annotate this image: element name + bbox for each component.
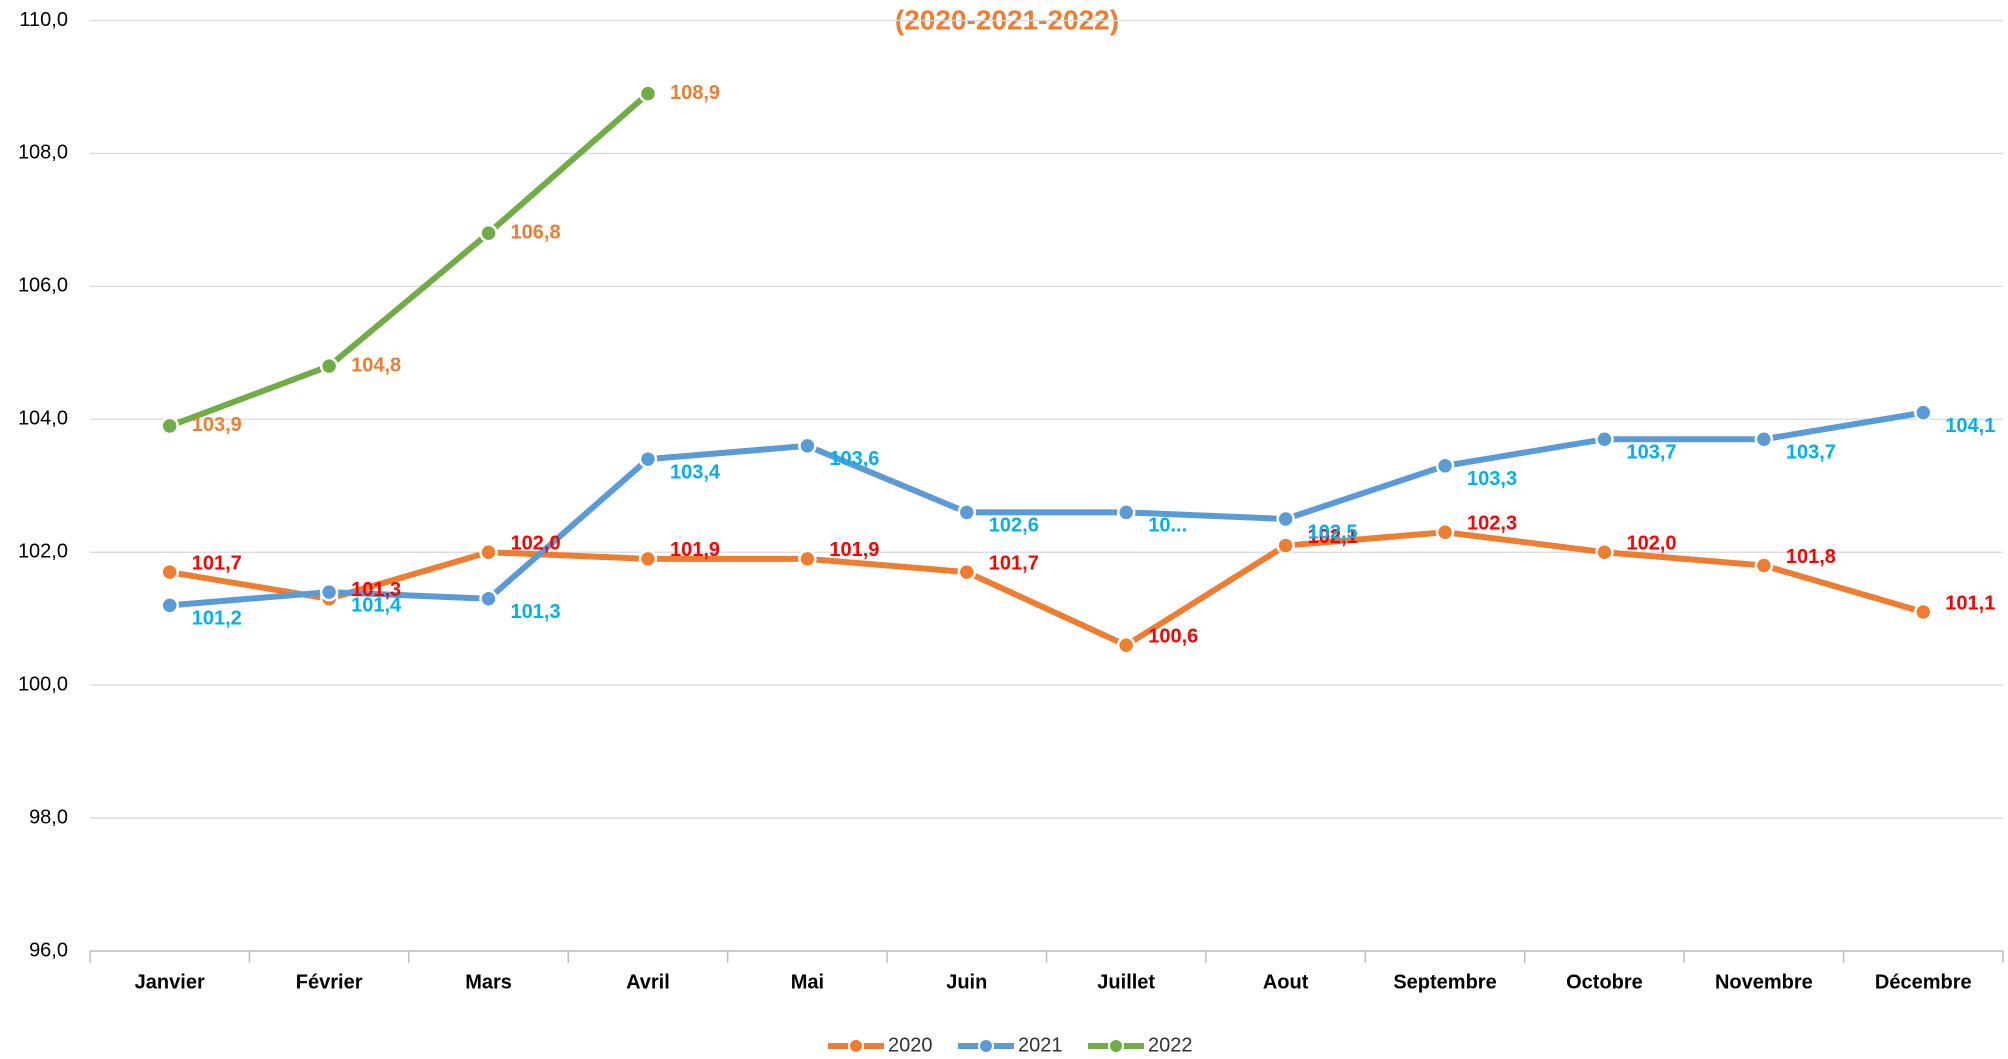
data-point [160,416,179,436]
data-label: 102,1 [1308,526,1358,548]
data-label: 103,6 [829,448,879,470]
y-tick-label: 98,0 [29,806,68,828]
data-point [638,84,658,103]
data-point [1595,542,1614,562]
data-point [798,436,817,456]
data-label: 100,6 [1148,626,1198,648]
data-point [1116,636,1136,655]
data-point [1914,602,1933,622]
data-label: 101,8 [1786,546,1836,568]
data-label: 102,3 [1467,513,1517,535]
x-tick-label: Avril [626,971,670,993]
x-tick-label: Mai [791,971,824,993]
y-tick-label: 102,0 [18,540,68,562]
data-label: 10... [1148,515,1187,537]
data-label: 104,1 [1945,415,1995,437]
legend-label: 2022 [1148,1034,1193,1056]
data-label: 101,4 [351,594,402,616]
data-point [1116,503,1136,522]
data-label: 102,6 [989,515,1039,537]
series-line [169,529,1925,649]
data-point [798,549,817,569]
data-point [479,589,498,608]
y-tick-label: 106,0 [18,275,68,297]
x-tick-label: Septembre [1393,971,1496,993]
data-point [638,449,658,469]
data-point [319,582,339,602]
data-point [1435,456,1455,476]
data-label: 102,0 [511,532,561,554]
legend-label: 2021 [1018,1034,1063,1056]
data-label: 106,8 [511,221,561,243]
x-tick-label: Aout [1263,971,1309,993]
data-label: 102,0 [1626,532,1676,554]
y-tick-label: 110,0 [19,9,68,31]
data-point [638,549,658,569]
data-point [957,562,977,582]
data-point [160,596,179,615]
data-label: 101,7 [989,552,1039,574]
data-label: 101,2 [192,608,242,630]
data-point [1435,523,1455,542]
data-point [1914,403,1933,422]
data-point [479,542,498,562]
series-line [169,409,1924,609]
x-tick-label: Juillet [1097,971,1155,993]
data-label: 101,9 [829,539,879,561]
x-tick-label: Novembre [1715,971,1813,993]
data-label: 101,3 [351,579,401,601]
x-tick-label: Janvier [135,971,205,993]
legend-label: 2020 [888,1034,933,1056]
data-point [1595,429,1614,449]
data-point [1754,556,1774,575]
data-point [160,562,179,582]
data-label: 103,7 [1786,442,1836,464]
legend-marker [978,1038,994,1054]
y-tick-label: 100,0 [18,673,68,695]
data-label: 108,9 [670,82,720,104]
data-label: 101,3 [511,601,561,623]
legend-marker [848,1038,864,1054]
data-label: 103,7 [1626,442,1676,464]
y-tick-label: 104,0 [18,408,68,430]
x-tick-label: Juin [946,971,987,993]
data-label: 101,7 [192,552,242,574]
series-line [168,91,650,429]
data-point [1754,429,1774,449]
data-label: 101,1 [1945,592,1995,614]
data-point [479,223,498,243]
data-label: 102,5 [1308,521,1358,543]
data-point [957,503,977,522]
data-label: 103,3 [1467,468,1517,490]
data-point [319,356,339,376]
y-tick-label: 96,0 [29,939,68,961]
y-tick-label: 108,0 [18,142,68,164]
x-tick-label: Mars [465,971,512,993]
data-label: 103,9 [192,414,242,436]
x-tick-label: Février [296,971,363,993]
data-point [1276,536,1295,555]
data-label: 103,4 [670,461,721,483]
data-point [1276,509,1295,529]
x-tick-label: Octobre [1566,971,1643,993]
legend-marker [1108,1038,1124,1054]
data-label: 104,8 [351,354,401,376]
data-label: 101,9 [670,539,720,561]
x-tick-label: Décembre [1875,971,1972,993]
